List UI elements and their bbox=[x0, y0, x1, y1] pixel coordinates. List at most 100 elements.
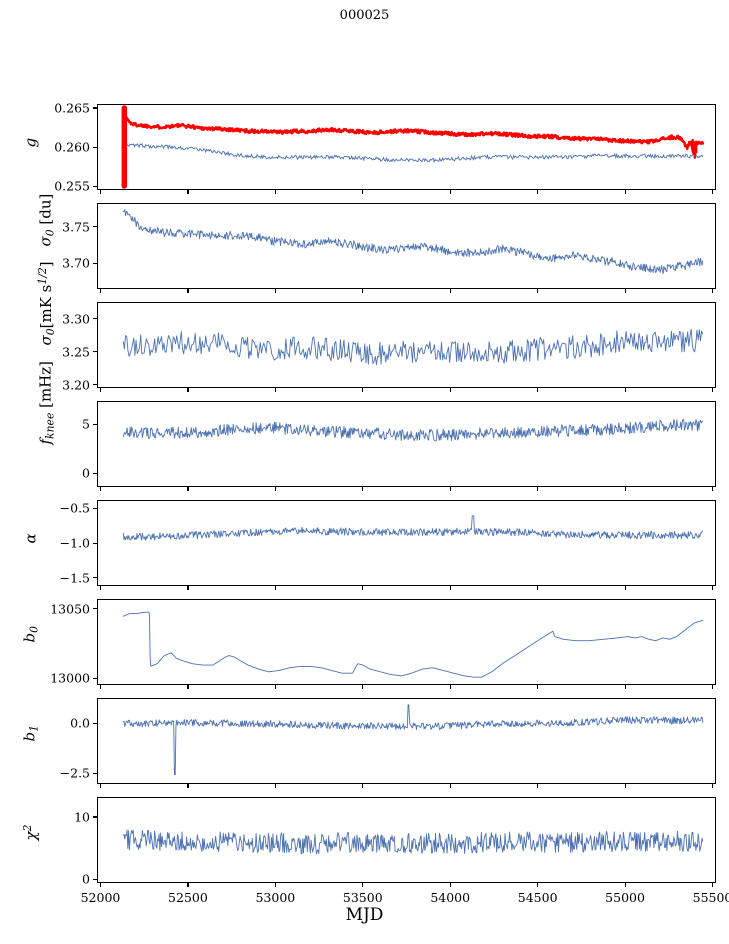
series-b0 bbox=[123, 612, 703, 677]
plot-panel-b1 bbox=[97, 698, 716, 784]
x-tick-mark-b0-4 bbox=[449, 685, 451, 689]
series-chi2 bbox=[123, 830, 703, 854]
series-gain-blue bbox=[123, 144, 703, 162]
x-tick-mark-chi2-1 bbox=[187, 883, 189, 887]
x-tick-mark-sigma0_du-6 bbox=[624, 289, 626, 293]
y-axis-label-chi2: χ2 bbox=[21, 824, 40, 841]
y-tick-label-g-0: 0.255 bbox=[54, 178, 90, 194]
x-tick-mark-sigma0_du-0 bbox=[99, 289, 102, 293]
y-axis-label-fknee: fknee [mHz] bbox=[36, 360, 57, 445]
x-tick-mark-fknee-1 bbox=[187, 487, 189, 491]
x-tick-mark-sigma0_du-3 bbox=[362, 289, 364, 293]
y-tick-label-g-1: 0.260 bbox=[54, 139, 90, 155]
plot-panel-fknee bbox=[97, 401, 716, 487]
y-tick-label-fknee-0: 0 bbox=[82, 465, 90, 481]
y-tick-mark-fknee-0 bbox=[93, 472, 97, 474]
x-tick-mark-chi2-6 bbox=[624, 883, 626, 887]
x-tick-mark-fknee-7 bbox=[712, 487, 714, 491]
y-tick-label-b1-1: −2.5 bbox=[59, 765, 90, 781]
x-tick-mark-b1-5 bbox=[537, 784, 539, 788]
x-tick-mark-alpha-4 bbox=[449, 586, 451, 590]
y-tick-label-chi2-1: 10 bbox=[74, 809, 90, 825]
plot-panel-b0 bbox=[97, 599, 716, 685]
x-tick-mark-alpha-1 bbox=[187, 586, 189, 590]
x-tick-mark-alpha-2 bbox=[274, 586, 276, 590]
x-tick-mark-g-6 bbox=[624, 190, 626, 194]
x-tick-mark-sigma0_mk-2 bbox=[274, 388, 276, 392]
y-tick-mark-alpha-0 bbox=[93, 507, 97, 509]
x-tick-mark-alpha-6 bbox=[624, 586, 626, 590]
plot-panel-sigma0_mk bbox=[97, 302, 716, 388]
x-tick-mark-b0-6 bbox=[624, 685, 626, 689]
x-tick-mark-fknee-4 bbox=[449, 487, 451, 491]
x-tick-mark-b1-6 bbox=[624, 784, 626, 788]
y-tick-mark-b1-0 bbox=[93, 722, 97, 724]
y-tick-label-b0-0: 13000 bbox=[50, 670, 90, 686]
plot-panel-chi2 bbox=[97, 797, 716, 883]
x-tick-mark-sigma0_du-4 bbox=[449, 289, 451, 293]
y-axis-label-sigma0_du: σ0 [du] bbox=[36, 193, 57, 247]
x-axis-label: MJD bbox=[345, 905, 384, 925]
x-tick-label-6: 55000 bbox=[605, 890, 645, 905]
x-tick-mark-b1-3 bbox=[362, 784, 364, 788]
y-tick-label-sigma0_du-1: 3.75 bbox=[62, 219, 90, 235]
x-tick-mark-sigma0_mk-6 bbox=[624, 388, 626, 392]
x-tick-mark-alpha-7 bbox=[712, 586, 714, 590]
series-layer-b1 bbox=[98, 699, 715, 783]
series-b1 bbox=[123, 705, 703, 775]
y-tick-mark-b1-1 bbox=[93, 772, 97, 774]
series-layer-fknee bbox=[98, 402, 715, 486]
y-tick-label-b1-0: 0.0 bbox=[70, 715, 90, 731]
x-tick-mark-b1-2 bbox=[274, 784, 276, 788]
y-tick-label-chi2-0: 0 bbox=[82, 871, 90, 887]
y-axis-label-b0: b0 bbox=[20, 626, 41, 643]
x-tick-mark-chi2-2 bbox=[274, 883, 276, 887]
y-tick-mark-chi2-0 bbox=[93, 878, 97, 880]
x-tick-mark-sigma0_mk-5 bbox=[537, 388, 539, 392]
x-tick-mark-alpha-0 bbox=[99, 586, 102, 590]
y-tick-label-sigma0_mk-0: 3.20 bbox=[62, 377, 90, 393]
x-tick-mark-fknee-6 bbox=[624, 487, 626, 491]
plot-panel-alpha bbox=[97, 500, 716, 586]
y-tick-mark-alpha-1 bbox=[93, 542, 97, 544]
x-tick-mark-chi2-7 bbox=[712, 883, 714, 887]
x-tick-mark-g-7 bbox=[712, 190, 714, 194]
y-tick-mark-sigma0_du-0 bbox=[93, 262, 97, 264]
y-tick-label-alpha-2: −1.5 bbox=[59, 570, 90, 586]
y-tick-mark-sigma0_mk-1 bbox=[93, 351, 97, 353]
series-gain-red bbox=[123, 115, 703, 154]
series-layer-sigma0_du bbox=[98, 204, 715, 288]
x-tick-mark-sigma0_du-2 bbox=[274, 289, 276, 293]
x-tick-mark-chi2-4 bbox=[449, 883, 451, 887]
x-tick-mark-chi2-5 bbox=[537, 883, 539, 887]
x-tick-label-3: 53500 bbox=[342, 890, 383, 905]
series-layer-g bbox=[98, 105, 715, 189]
y-axis-label-b1: b1 bbox=[20, 725, 41, 742]
y-tick-mark-b0-1 bbox=[93, 608, 97, 610]
series-layer-b0 bbox=[98, 600, 715, 684]
x-tick-mark-sigma0_du-5 bbox=[537, 289, 539, 293]
series-alpha bbox=[123, 516, 703, 540]
x-tick-mark-g-2 bbox=[274, 190, 276, 194]
x-tick-label-4: 54000 bbox=[430, 890, 471, 905]
plot-panel-sigma0_du bbox=[97, 203, 716, 289]
y-tick-mark-alpha-2 bbox=[93, 577, 97, 579]
y-tick-label-b0-1: 13050 bbox=[50, 601, 90, 617]
series-sigma0-mk bbox=[123, 329, 703, 364]
x-tick-mark-alpha-5 bbox=[537, 586, 539, 590]
x-tick-mark-sigma0_mk-4 bbox=[449, 388, 451, 392]
y-tick-mark-b0-0 bbox=[93, 677, 97, 679]
y-tick-label-fknee-1: 5 bbox=[82, 416, 90, 432]
x-tick-mark-b0-2 bbox=[274, 685, 276, 689]
series-sigma0-du bbox=[123, 210, 703, 274]
x-tick-mark-sigma0_mk-0 bbox=[99, 388, 102, 392]
y-tick-mark-g-2 bbox=[93, 107, 97, 109]
y-tick-mark-chi2-1 bbox=[93, 816, 97, 818]
y-axis-label-sigma0_mk: σ0[mK s1/2] bbox=[36, 261, 57, 346]
x-tick-mark-sigma0_du-1 bbox=[187, 289, 189, 293]
x-tick-mark-chi2-0 bbox=[99, 883, 102, 887]
x-tick-mark-fknee-0 bbox=[99, 487, 102, 491]
x-tick-mark-b0-5 bbox=[537, 685, 539, 689]
x-tick-label-1: 52500 bbox=[168, 890, 208, 905]
